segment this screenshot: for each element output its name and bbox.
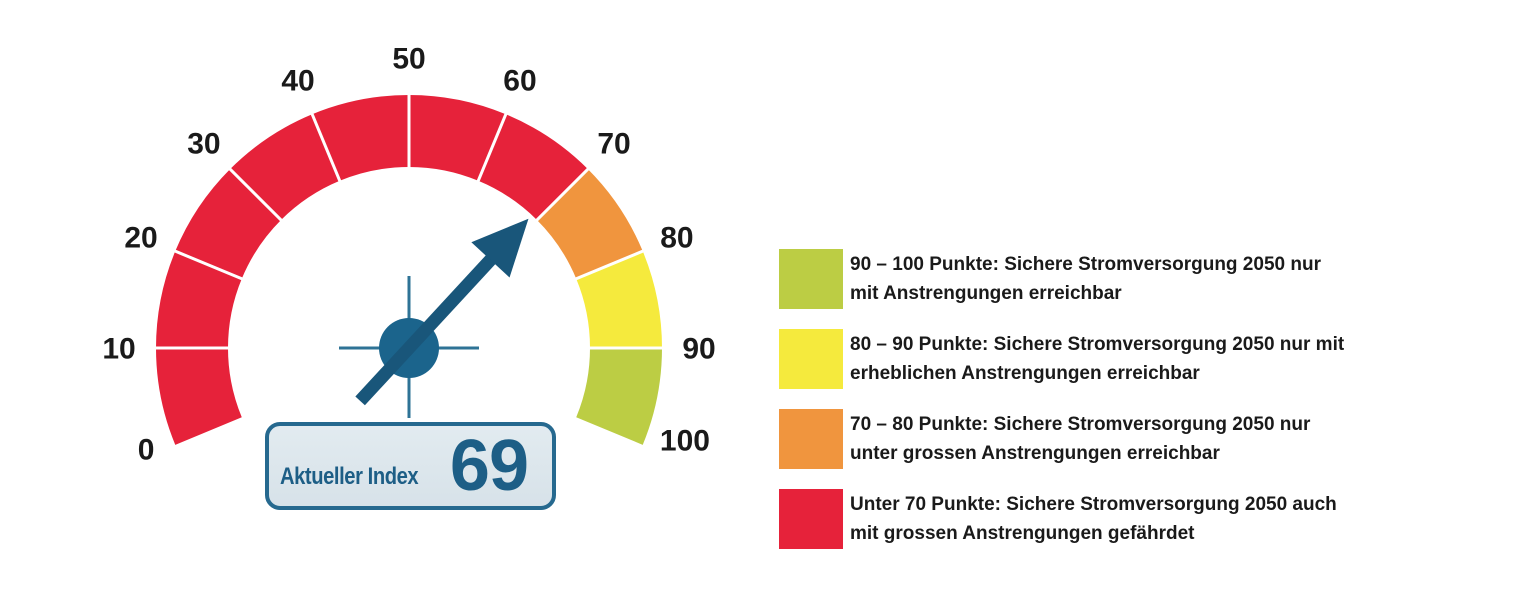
gauge-needle-arrowhead <box>471 218 529 278</box>
gauge-segment-divider <box>535 167 590 222</box>
legend-swatch <box>779 489 843 549</box>
legend-text-line: erheblichen Anstrengungen erreichbar <box>850 363 1200 384</box>
legend-item: 90 – 100 Punkte: Sichere Stromversorgung… <box>779 249 1379 309</box>
gauge-band-40-50 <box>312 95 409 181</box>
gauge-band-10-20 <box>156 251 242 348</box>
gauge-segment-divider <box>574 249 645 281</box>
gauge-band-50-60 <box>409 95 506 181</box>
gauge-band-90-100 <box>576 348 662 445</box>
gauge-segment-divider <box>173 249 244 281</box>
gauge-segment-divider <box>228 167 283 222</box>
gauge-chart: 0 10 20 30 40 50 60 70 80 90 100 <box>102 43 715 467</box>
legend-text-line: 90 – 100 Punkte: Sichere Stromversorgung… <box>850 254 1321 275</box>
gauge-band-80-90 <box>576 251 662 348</box>
gauge-tick-label: 50 <box>392 43 425 76</box>
legend-text-line: Unter 70 Punkte: Sichere Stromversorgung… <box>850 494 1337 515</box>
gauge-tick-label: 80 <box>660 222 693 255</box>
legend-text-line: mit Anstrengungen erreichbar <box>850 283 1122 304</box>
legend-swatch <box>779 409 843 469</box>
legend-text: Unter 70 Punkte: Sichere Stromversorgung… <box>850 489 1337 548</box>
gauge-needle-shaft <box>355 249 501 406</box>
legend: 90 – 100 Punkte: Sichere Stromversorgung… <box>779 249 1379 569</box>
gauge-tick-label: 0 <box>138 433 155 466</box>
gauge-band-0-10 <box>156 348 242 445</box>
current-index-box: Aktueller Index 69 <box>265 422 556 510</box>
legend-text: 70 – 80 Punkte: Sichere Stromversorgung … <box>850 409 1310 468</box>
legend-swatch <box>779 329 843 389</box>
legend-swatch <box>779 249 843 309</box>
gauge-tick-label: 10 <box>102 333 135 366</box>
gauge-tick-label: 40 <box>281 65 314 98</box>
gauge-band-60-70 <box>478 114 588 221</box>
gauge-band-30-40 <box>230 114 340 221</box>
legend-text-line: mit grossen Anstrengungen gefährdet <box>850 523 1195 544</box>
gauge-tick-label: 30 <box>187 127 220 160</box>
legend-text-line: unter grossen Anstrengungen erreichbar <box>850 443 1220 464</box>
legend-text: 90 – 100 Punkte: Sichere Stromversorgung… <box>850 249 1321 308</box>
current-index-value: 69 <box>449 425 529 506</box>
legend-text: 80 – 90 Punkte: Sichere Stromversorgung … <box>850 329 1344 388</box>
legend-text-line: 80 – 90 Punkte: Sichere Stromversorgung … <box>850 334 1345 355</box>
current-index-label: Aktueller Index <box>280 463 419 490</box>
legend-item: Unter 70 Punkte: Sichere Stromversorgung… <box>779 489 1379 549</box>
gauge-tick-label: 100 <box>660 424 710 457</box>
gauge-tick-label: 90 <box>682 333 715 366</box>
legend-item: 70 – 80 Punkte: Sichere Stromversorgung … <box>779 409 1379 469</box>
legend-text-line: 70 – 80 Punkte: Sichere Stromversorgung … <box>850 414 1311 435</box>
gauge-tick-label: 60 <box>503 65 536 98</box>
gauge-segment-divider <box>476 112 508 183</box>
gauge-tick-label: 20 <box>124 222 157 255</box>
gauge-segment-divider <box>310 112 342 183</box>
gauge-tick-label: 70 <box>597 127 630 160</box>
gauge-band-20-30 <box>175 169 282 279</box>
legend-item: 80 – 90 Punkte: Sichere Stromversorgung … <box>779 329 1379 389</box>
gauge-band-70-80 <box>536 169 643 279</box>
